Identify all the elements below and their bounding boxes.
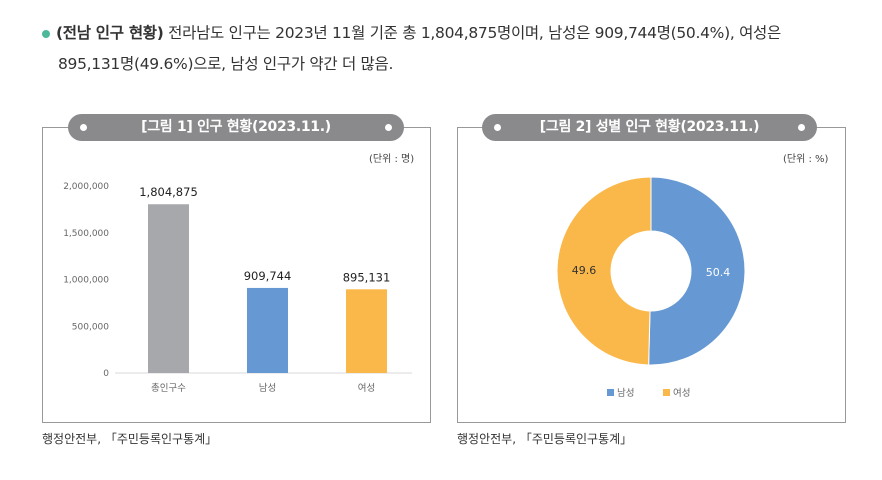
bar-value-label: 1,804,875 [139, 185, 198, 199]
legend-label: 남성 [617, 388, 634, 399]
bar-value-label: 895,131 [343, 270, 391, 284]
figure1-title-text: [그림 1] 인구 현황(2023.11.) [141, 119, 331, 135]
y-tick-label: 500,000 [72, 322, 109, 332]
dot-icon [798, 124, 805, 131]
x-tick-label: 총인구수 [151, 383, 186, 394]
dot-icon [80, 124, 87, 131]
slice-1 [556, 176, 652, 366]
bar-0 [148, 204, 189, 373]
x-tick-label: 여성 [358, 382, 375, 394]
figure1-source: 행정안전부, 「주민등록인구통계」 [42, 432, 218, 446]
dot-icon [494, 124, 501, 131]
legend-swatch [607, 389, 614, 396]
x-tick-label: 남성 [259, 383, 276, 394]
bar-value-label: 909,744 [244, 269, 292, 283]
y-tick-label: 1,000,000 [63, 276, 109, 286]
slice-0 [648, 176, 746, 366]
intro-text: (전남 인구 현황) 전라남도 인구는 2023년 11월 기준 총 1,804… [42, 18, 862, 80]
bar-1 [247, 287, 288, 373]
slice-value-label: 49.6 [572, 264, 597, 277]
y-tick-label: 0 [103, 369, 109, 379]
figure2-title-text: [그림 2] 성별 인구 현황(2023.11.) [539, 119, 760, 135]
y-tick-label: 2,000,000 [63, 182, 109, 192]
figure1-unit: (단위 : 명) [369, 154, 415, 165]
figure1-title: [그림 1] 인구 현황(2023.11.) [68, 114, 404, 141]
figure2-source: 행정안전부, 「주민등록인구통계」 [457, 432, 633, 446]
bullet-icon [42, 29, 50, 38]
intro-heading: (전남 인구 현황) [56, 24, 164, 42]
bar-2 [346, 289, 387, 373]
figure2-title: [그림 2] 성별 인구 현황(2023.11.) [482, 114, 817, 141]
dot-icon [385, 124, 392, 131]
figure2-unit: (단위 : %) [783, 154, 829, 165]
intro-line2: 895,131명(49.6%)으로, 남성 인구가 약간 더 많음. [58, 55, 394, 73]
legend-swatch [663, 389, 670, 396]
slice-value-label: 50.4 [706, 266, 731, 279]
intro-line1: 전라남도 인구는 2023년 11월 기준 총 1,804,875명이며, 남성… [168, 24, 781, 42]
y-tick-label: 1,500,000 [63, 229, 109, 239]
legend-label: 여성 [673, 387, 690, 399]
